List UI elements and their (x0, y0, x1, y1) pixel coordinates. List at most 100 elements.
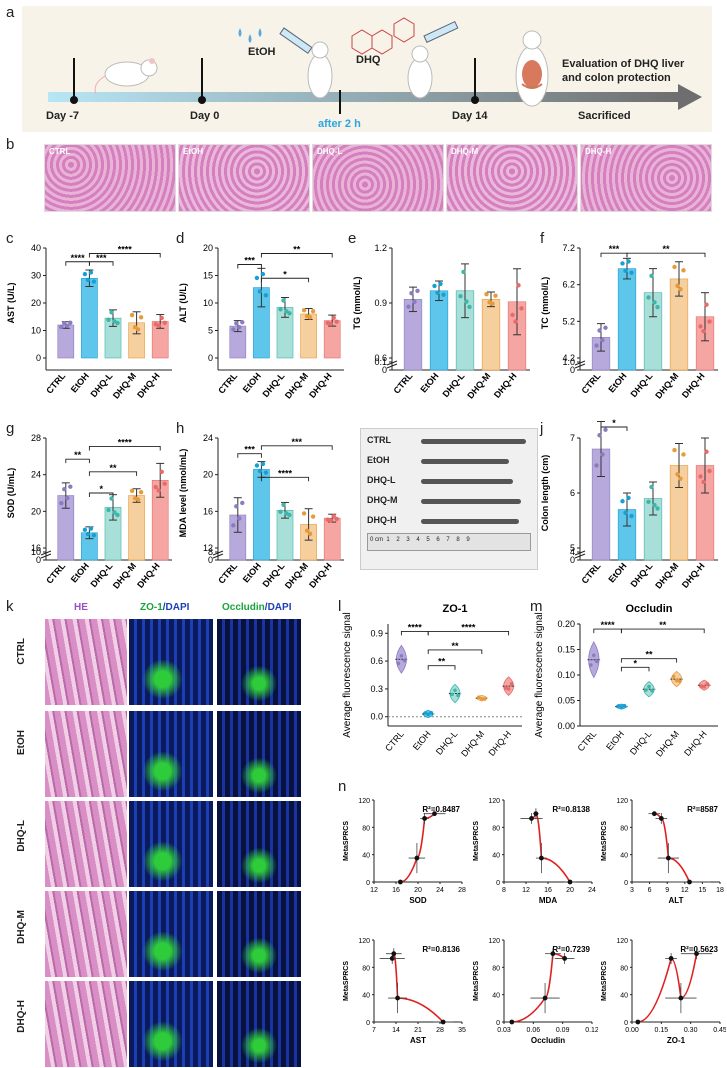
data-point (493, 293, 498, 298)
data-point (82, 527, 88, 533)
data-point (646, 499, 651, 504)
significance-label: *** (609, 244, 620, 254)
bar-EtOH (81, 277, 98, 359)
y-tick-label: 0.00 (557, 721, 575, 731)
bar-DHQ-M (128, 495, 145, 561)
data-point (396, 661, 401, 666)
data-point (304, 528, 310, 533)
axis-break (40, 553, 52, 559)
data-point (594, 463, 599, 468)
x-tick-label: EtOH (604, 729, 626, 752)
data-point (687, 879, 692, 885)
panel-letter-j: j (540, 420, 544, 437)
significance-label: *** (292, 437, 303, 447)
data-point (115, 320, 120, 326)
fit-curve (637, 953, 698, 1023)
liver-label: DHQ-M (451, 147, 479, 156)
row-label-dhq-h: DHQ-H (16, 1000, 27, 1033)
zo1-micrograph (128, 710, 214, 798)
label-after-2h: after 2 h (318, 118, 361, 130)
data-point (402, 658, 407, 663)
colon-photo-label: DHQ-L (367, 475, 396, 485)
x-tick-label: DHQ-L (629, 560, 655, 589)
r-squared-label: R²=8587 (687, 805, 718, 814)
x-axis-label: Occludin (531, 1036, 565, 1045)
data-point (281, 502, 286, 507)
data-point (668, 956, 674, 961)
data-point (461, 269, 466, 275)
data-point (65, 323, 70, 328)
y-axis-label: Average fluorescence signal (534, 612, 545, 737)
data-point (287, 311, 292, 316)
x-tick-label: DHQ-M (654, 729, 681, 759)
y-tick-label: 80 (492, 825, 500, 832)
liver-image-dhq-l: DHQ-L (312, 144, 444, 212)
significance-label: * (99, 484, 103, 494)
x-tick-label: 12 (522, 887, 530, 894)
data-point (415, 288, 420, 293)
panel-letter-b: b (6, 136, 15, 153)
colon-specimen (421, 439, 526, 444)
data-point (620, 499, 625, 504)
data-point (85, 531, 91, 537)
significance-bracket (88, 471, 138, 476)
data-point (254, 463, 260, 468)
significance-label: * (283, 269, 287, 279)
data-point (237, 325, 242, 330)
y-tick-label: 120 (488, 798, 500, 805)
y-axis-label: MetaSPRCS (601, 821, 608, 861)
chart-corr-ast: 0 40 80 120 7 14 21 28 35 AST MetaSPRCS R²=0.8136 (343, 938, 466, 1045)
x-tick-label: EtOH (606, 561, 628, 585)
data-point (91, 279, 97, 284)
data-point (603, 427, 608, 432)
y-axis-label: SOD (U/mL) (6, 468, 16, 519)
x-tick-label: CTRL (44, 370, 67, 395)
y-tick-label: 24 (203, 433, 213, 443)
data-point (153, 484, 158, 490)
he-micrograph (44, 800, 128, 888)
data-point (412, 299, 417, 304)
data-point (629, 270, 634, 275)
significance-bracket (427, 665, 456, 670)
data-point (331, 513, 336, 519)
x-tick-label: DHQ-M (111, 371, 138, 401)
x-tick-label: 0.15 (655, 1027, 669, 1034)
x-tick-label: 16 (544, 887, 552, 894)
tick-day-m7 (70, 96, 78, 104)
bar-EtOH (253, 469, 270, 561)
he-micrograph (44, 710, 128, 798)
data-point (594, 343, 599, 348)
label-day-0: Day 0 (190, 110, 220, 122)
data-point (307, 315, 313, 320)
x-tick-label: 12 (681, 887, 689, 894)
x-tick-label: 20 (566, 887, 574, 894)
panel-letter-l: l (338, 598, 342, 615)
y-tick-label: 16 (31, 543, 41, 553)
col-label-occludin: Occludin/DAPI (222, 602, 291, 613)
data-point (234, 321, 239, 326)
data-point (65, 495, 70, 501)
data-point (623, 510, 628, 515)
row-label-etoh: EtOH (16, 730, 27, 755)
x-tick-label: DHQ-H (680, 371, 707, 400)
x-tick-label: DHQ-H (135, 371, 162, 400)
y-tick-label: 40 (31, 243, 41, 253)
y-tick-label: 10 (31, 547, 41, 557)
x-tick-label: 0.12 (585, 1027, 598, 1034)
significance-label: **** (278, 468, 293, 478)
data-point (490, 301, 495, 306)
data-point (231, 523, 236, 528)
data-point (328, 518, 333, 523)
panel-letter-m: m (530, 598, 543, 615)
data-point (91, 532, 97, 538)
y-tick-label: 20 (31, 506, 41, 516)
significance-label: * (633, 658, 637, 668)
data-point (435, 290, 440, 295)
axis-break (574, 363, 586, 369)
significance-label: *** (244, 445, 255, 455)
data-point (533, 811, 539, 817)
axis-break (574, 360, 586, 366)
x-tick-label: DHQ-L (628, 729, 654, 757)
data-point (307, 531, 313, 537)
data-point (647, 684, 651, 689)
